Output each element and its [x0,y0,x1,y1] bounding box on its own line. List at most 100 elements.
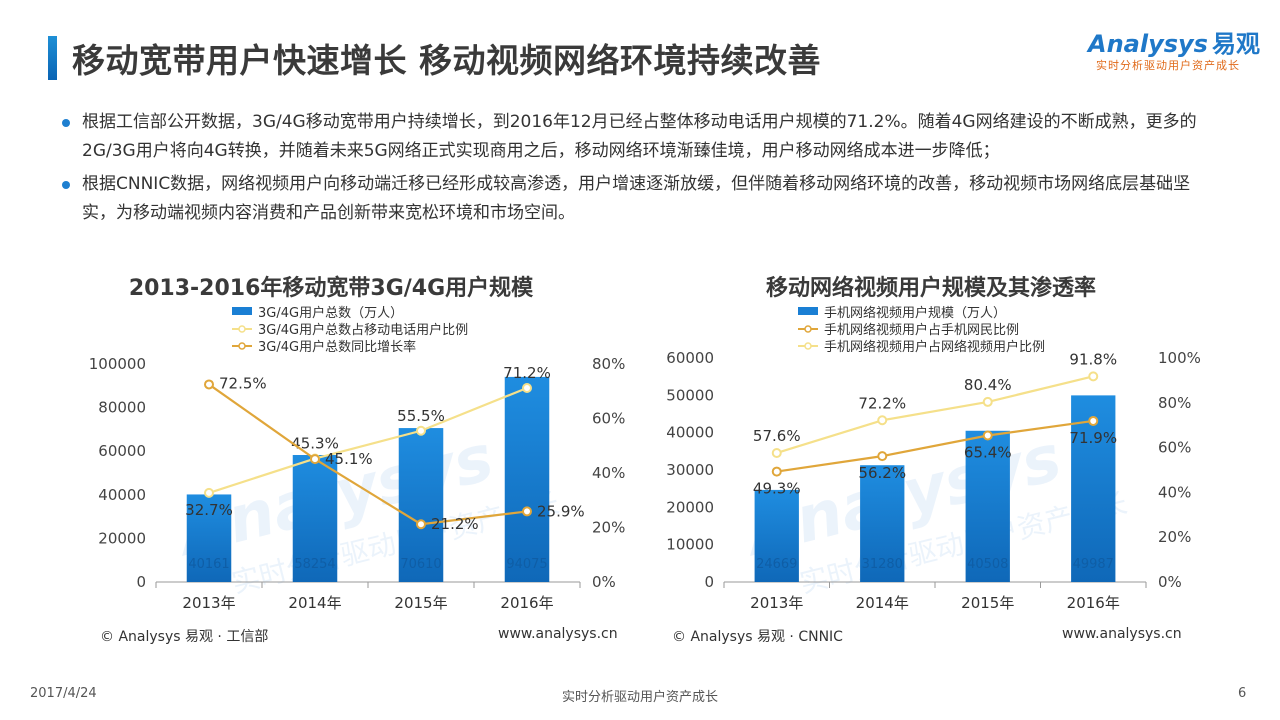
y-right-tick-label: 80% [592,355,625,373]
series-point [771,447,782,458]
y-right-tick-label: 100% [1158,349,1201,367]
y-left-tick-label: 20000 [666,498,714,516]
legend-marker [804,342,812,350]
bar [860,465,905,582]
footer-date: 2017/4/24 [30,686,97,701]
chart-legend: 3G/4G用户总数（万人）3G/4G用户总数占移动电话用户比例3G/4G用户总数… [232,305,468,355]
y-left-tick-label: 40000 [666,424,714,442]
bullet-dot-icon [62,119,70,127]
x-tick-label: 2016年 [500,594,553,612]
chart-source: © Analysys 易观 · 工信部 [100,629,269,645]
series-data-label: 57.6% [753,427,801,445]
bar-value-label: 94075 [506,557,547,572]
series-line [776,419,1094,473]
series-point [982,430,993,441]
bar [1071,395,1116,582]
chart-title: 移动网络视频用户规模及其渗透率 [765,276,1096,301]
chart-svg: Analysys实时分析驱动用户资产成长01000020000300004000… [666,305,1201,612]
series-data-label: 49.3% [753,480,801,498]
y-right-tick-label: 60% [592,410,625,428]
series-data-label: 72.5% [219,374,267,392]
series-point [982,396,993,407]
y-left-tick-label: 0 [704,573,714,591]
y-left-tick-label: 50000 [666,386,714,404]
bar-value-label: 49987 [1073,557,1114,572]
chart-legend: 手机网络视频用户规模（万人）手机网络视频用户占手机网民比例手机网络视频用户占网络… [798,305,1045,355]
analysys-logo: Analysys 易观 实时分析驱动用户资产成长 [1088,24,1260,76]
bar-value-label: 40161 [188,557,229,572]
bar [965,430,1010,582]
series-line [208,383,528,526]
y-left-tick-label: 20000 [98,529,146,547]
bullet-list: 根据工信部公开数据，3G/4G移动宽带用户持续增长，到2016年12月已经占整体… [62,108,1222,232]
series-point [310,454,320,465]
series-data-label: 32.7% [185,501,233,519]
y-left-tick-label: 60000 [666,349,714,367]
y-right-tick-label: 40% [592,464,625,482]
y-right-tick-label: 40% [1158,483,1191,501]
bullet-dot-icon [62,181,70,189]
title-accent-bar [48,36,57,80]
legend-marker [238,342,246,350]
y-right-tick-label: 60% [1158,439,1191,457]
series-data-label: 55.5% [397,407,445,425]
legend-marker [238,325,246,333]
x-tick-label: 2015年 [961,594,1014,612]
series-point [204,379,214,390]
chart-panel-broadband: 2013-2016年移动宽带3G/4G用户规模 Analysys实时分析驱动用户… [36,268,626,658]
logo-text: Analysys [1088,30,1208,58]
legend-label: 手机网络视频用户占手机网民比例 [824,322,1019,338]
bar [186,494,232,582]
bullet-text: 根据CNNIC数据，网络视频用户向移动端迁移已经形成较高渗透，用户增速逐渐放缓，… [82,174,1191,223]
chart-site: www.analysys.cn [498,626,618,642]
series-point [877,451,888,462]
bar-value-label: 31280 [862,557,903,572]
logo-tagline: 实时分析驱动用户资产成长 [1096,59,1240,72]
x-tick-label: 2014年 [856,594,909,612]
page-number: 6 [1238,686,1247,701]
bullet-item: 根据CNNIC数据，网络视频用户向移动端迁移已经形成较高渗透，用户增速逐渐放缓，… [62,170,1222,228]
logo-wordmark: Analysys 易观 [1088,24,1260,59]
series-data-label: 71.2% [503,364,551,382]
bar [504,376,550,582]
series-data-label: 80.4% [964,376,1012,394]
series-line [208,386,528,494]
y-right-tick-label: 0% [1158,573,1182,591]
chart-panel-video: 移动网络视频用户规模及其渗透率 Analysys实时分析驱动用户资产成长0100… [636,268,1226,658]
series-data-label: 91.8% [1069,350,1117,368]
legend-swatch [798,307,818,315]
bar-value-label: 58254 [294,557,335,572]
series-data-label: 56.2% [858,464,906,482]
series-point [522,506,532,517]
y-left-tick-label: 30000 [666,461,714,479]
y-right-tick-label: 80% [1158,394,1191,412]
bar [292,455,338,582]
chart-source: © Analysys 易观 · CNNIC [672,629,843,645]
y-left-tick-label: 80000 [98,399,146,417]
x-tick-label: 2013年 [750,594,803,612]
series-point [522,382,532,393]
chart-site: www.analysys.cn [1062,626,1182,642]
series-point [771,466,782,477]
y-left-tick-label: 0 [136,573,146,591]
series-point [877,415,888,426]
chart-svg: Analysys实时分析驱动用户资产成长02000040000600008000… [89,305,626,612]
x-tick-label: 2016年 [1067,594,1120,612]
series-point [416,425,426,436]
y-left-tick-label: 100000 [89,355,146,373]
page-title: 移动宽带用户快速增长 移动视频网络环境持续改善 [72,41,821,80]
bullet-text: 根据工信部公开数据，3G/4G移动宽带用户持续增长，到2016年12月已经占整体… [82,112,1197,161]
series-data-label: 65.4% [964,444,1012,462]
series-data-label: 71.9% [1069,429,1117,447]
bar [398,428,444,582]
chart-title: 2013-2016年移动宽带3G/4G用户规模 [128,276,534,301]
x-tick-label: 2014年 [288,594,341,612]
series-point [1088,371,1099,382]
footer-tagline: 实时分析驱动用户资产成长 [561,690,718,705]
y-right-tick-label: 20% [592,519,625,537]
y-left-tick-label: 10000 [666,536,714,554]
x-tick-label: 2013年 [182,594,235,612]
series-line [776,375,1094,455]
bar-value-label: 70610 [400,557,441,572]
series-data-label: 72.2% [858,394,906,412]
